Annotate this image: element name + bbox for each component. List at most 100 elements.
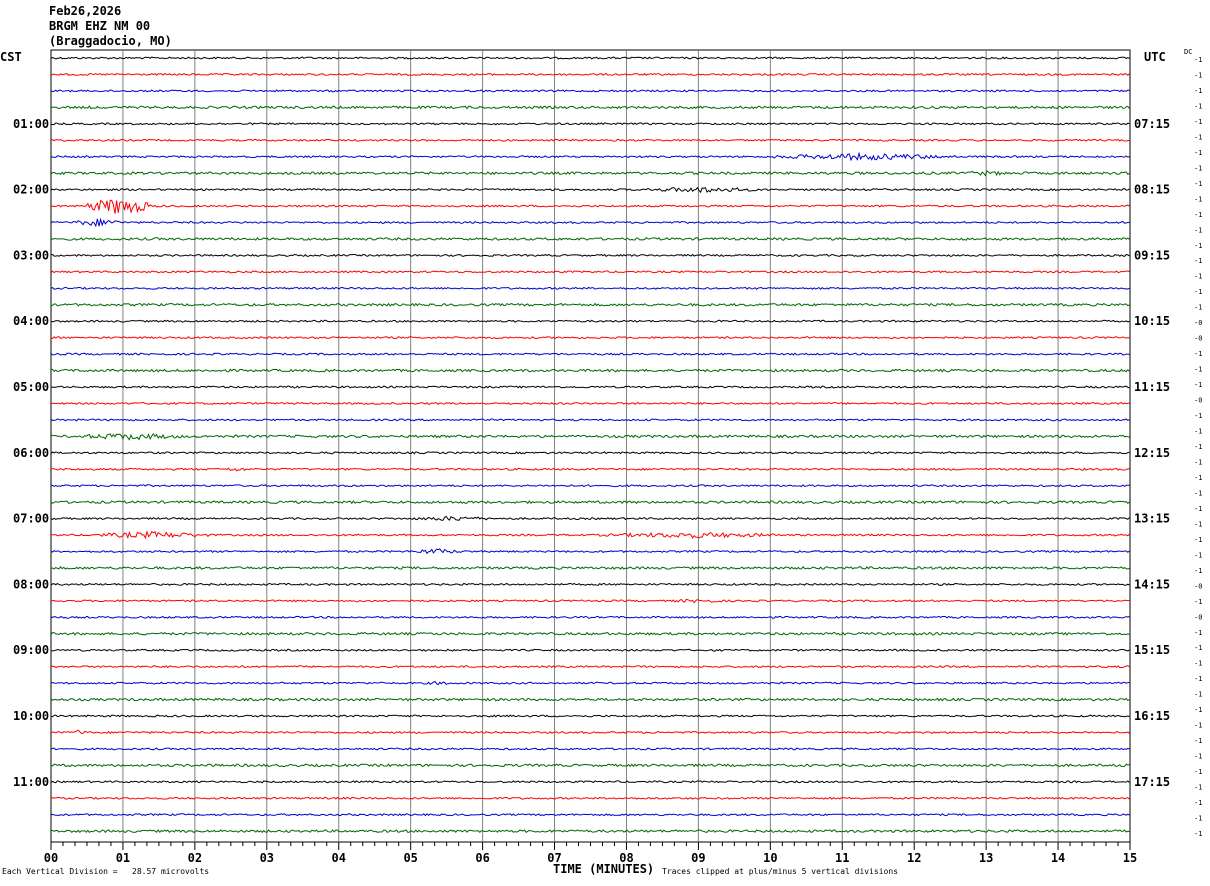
trace-row-26 [50,484,1130,488]
trace-row-21 [50,401,1130,406]
trace-row-15 [50,302,1130,307]
dc-offset-value: -1 [1194,505,1202,513]
dc-offset-value: -1 [1194,489,1202,497]
cst-hour-label: 10:00 [13,709,49,723]
utc-hour-label: 17:15 [1134,775,1170,789]
cst-hour-label: 11:00 [13,775,49,789]
right-timezone-label: UTC [1144,50,1166,64]
trace-row-27 [50,500,1130,505]
trace-row-25 [50,467,1130,472]
dc-offset-value: -1 [1194,474,1202,482]
dc-offset-value: -1 [1194,768,1202,776]
x-tick-label: 03 [260,851,274,865]
trace-row-7 [50,170,1130,177]
trace-row-23 [50,433,1130,441]
trace-row-34 [50,615,1130,619]
dc-offset-value: -1 [1194,691,1202,699]
cst-hour-label: 02:00 [13,183,49,197]
dc-offset-value: -1 [1194,753,1202,761]
trace-row-3 [50,105,1130,110]
trace-row-30 [50,548,1130,555]
utc-hour-label: 09:15 [1134,248,1170,262]
trace-row-31 [50,566,1130,570]
trace-row-45 [50,796,1130,800]
utc-hour-label: 15:15 [1134,643,1170,657]
dc-offset-value: -1 [1194,71,1202,79]
dc-offset-value: -1 [1194,180,1202,188]
dc-offset-value: -1 [1194,118,1202,126]
trace-row-14 [50,286,1130,290]
utc-hour-label: 13:15 [1134,512,1170,526]
utc-hour-label: 14:15 [1134,577,1170,591]
trace-row-24 [50,451,1130,455]
dc-offset-value: -1 [1194,815,1202,823]
trace-row-32 [50,582,1130,586]
station-location: (Braggadocio, MO) [49,34,172,48]
dc-offset-value: -1 [1194,443,1202,451]
dc-offset-value: -0 [1194,582,1202,590]
dc-offset-value: -1 [1194,164,1202,172]
trace-row-20 [50,385,1130,389]
trace-row-33 [50,598,1130,604]
dc-offset-value: -1 [1194,87,1202,95]
trace-row-8 [50,186,1130,194]
dc-offset-value: -1 [1194,784,1202,792]
trace-row-28 [50,515,1130,521]
dc-offset-value: -1 [1194,257,1202,265]
x-tick-label: 14 [1051,851,1065,865]
dc-offset-value: -1 [1194,830,1202,838]
utc-hour-label: 11:15 [1134,380,1170,394]
dc-offset-value: -1 [1194,737,1202,745]
trace-row-13 [50,270,1130,274]
station-code: BRGM EHZ NM 00 [49,19,151,33]
trace-row-37 [50,665,1130,669]
dc-offset-value: -1 [1194,644,1202,652]
dc-offset-value: -1 [1194,536,1202,544]
trace-row-35 [50,631,1130,636]
plot-frame [50,49,1131,843]
trace-row-4 [51,122,1130,126]
dc-offset-value: -1 [1194,350,1202,358]
dc-offset-value: -1 [1194,551,1202,559]
dc-offset-value: -1 [1194,304,1202,312]
trace-row-2 [50,89,1130,93]
x-tick-label: 05 [403,851,417,865]
cst-hour-label: 04:00 [13,314,49,328]
dc-offset-value: -1 [1194,567,1202,575]
trace-row-38 [50,680,1130,686]
dc-offset-value: -0 [1194,335,1202,343]
trace-row-17 [50,336,1130,340]
dc-offset-value: -1 [1194,133,1202,141]
cst-hour-label: 07:00 [13,512,49,526]
dc-offset-value: -1 [1194,722,1202,730]
cst-hour-label: 09:00 [13,643,49,657]
dc-offset-value: -1 [1194,211,1202,219]
dc-offset-value: -1 [1194,675,1202,683]
dc-offset-value: -1 [1194,195,1202,203]
cst-hour-label: 08:00 [13,577,49,591]
dc-offset-value: -0 [1194,397,1202,405]
x-tick-label: 15 [1123,851,1137,865]
cst-hour-label: 05:00 [13,380,49,394]
utc-hour-label: 10:15 [1134,314,1170,328]
trace-row-36 [50,648,1130,652]
x-axis-title: TIME (MINUTES) [553,862,655,876]
x-tick-label: 08 [619,851,633,865]
x-tick-label: 11 [835,851,849,865]
dc-offset-value: -1 [1194,706,1202,714]
trace-row-1 [50,72,1130,77]
trace-row-43 [50,763,1130,768]
x-tick-label: 10 [763,851,777,865]
trace-row-39 [50,697,1130,702]
dc-offset-value: -1 [1194,242,1202,250]
x-tick-label: 01 [116,851,130,865]
dc-column-header: DC [1184,48,1193,56]
trace-row-22 [50,418,1130,422]
dc-offset-value: -1 [1194,520,1202,528]
dc-offset-value: -1 [1194,273,1202,281]
x-tick-label: 04 [332,851,346,865]
vertical-scale-note: Each Vertical Division = 28.57 microvolt… [2,867,210,876]
dc-offset-value: -1 [1194,288,1202,296]
utc-hour-label: 07:15 [1134,117,1170,131]
